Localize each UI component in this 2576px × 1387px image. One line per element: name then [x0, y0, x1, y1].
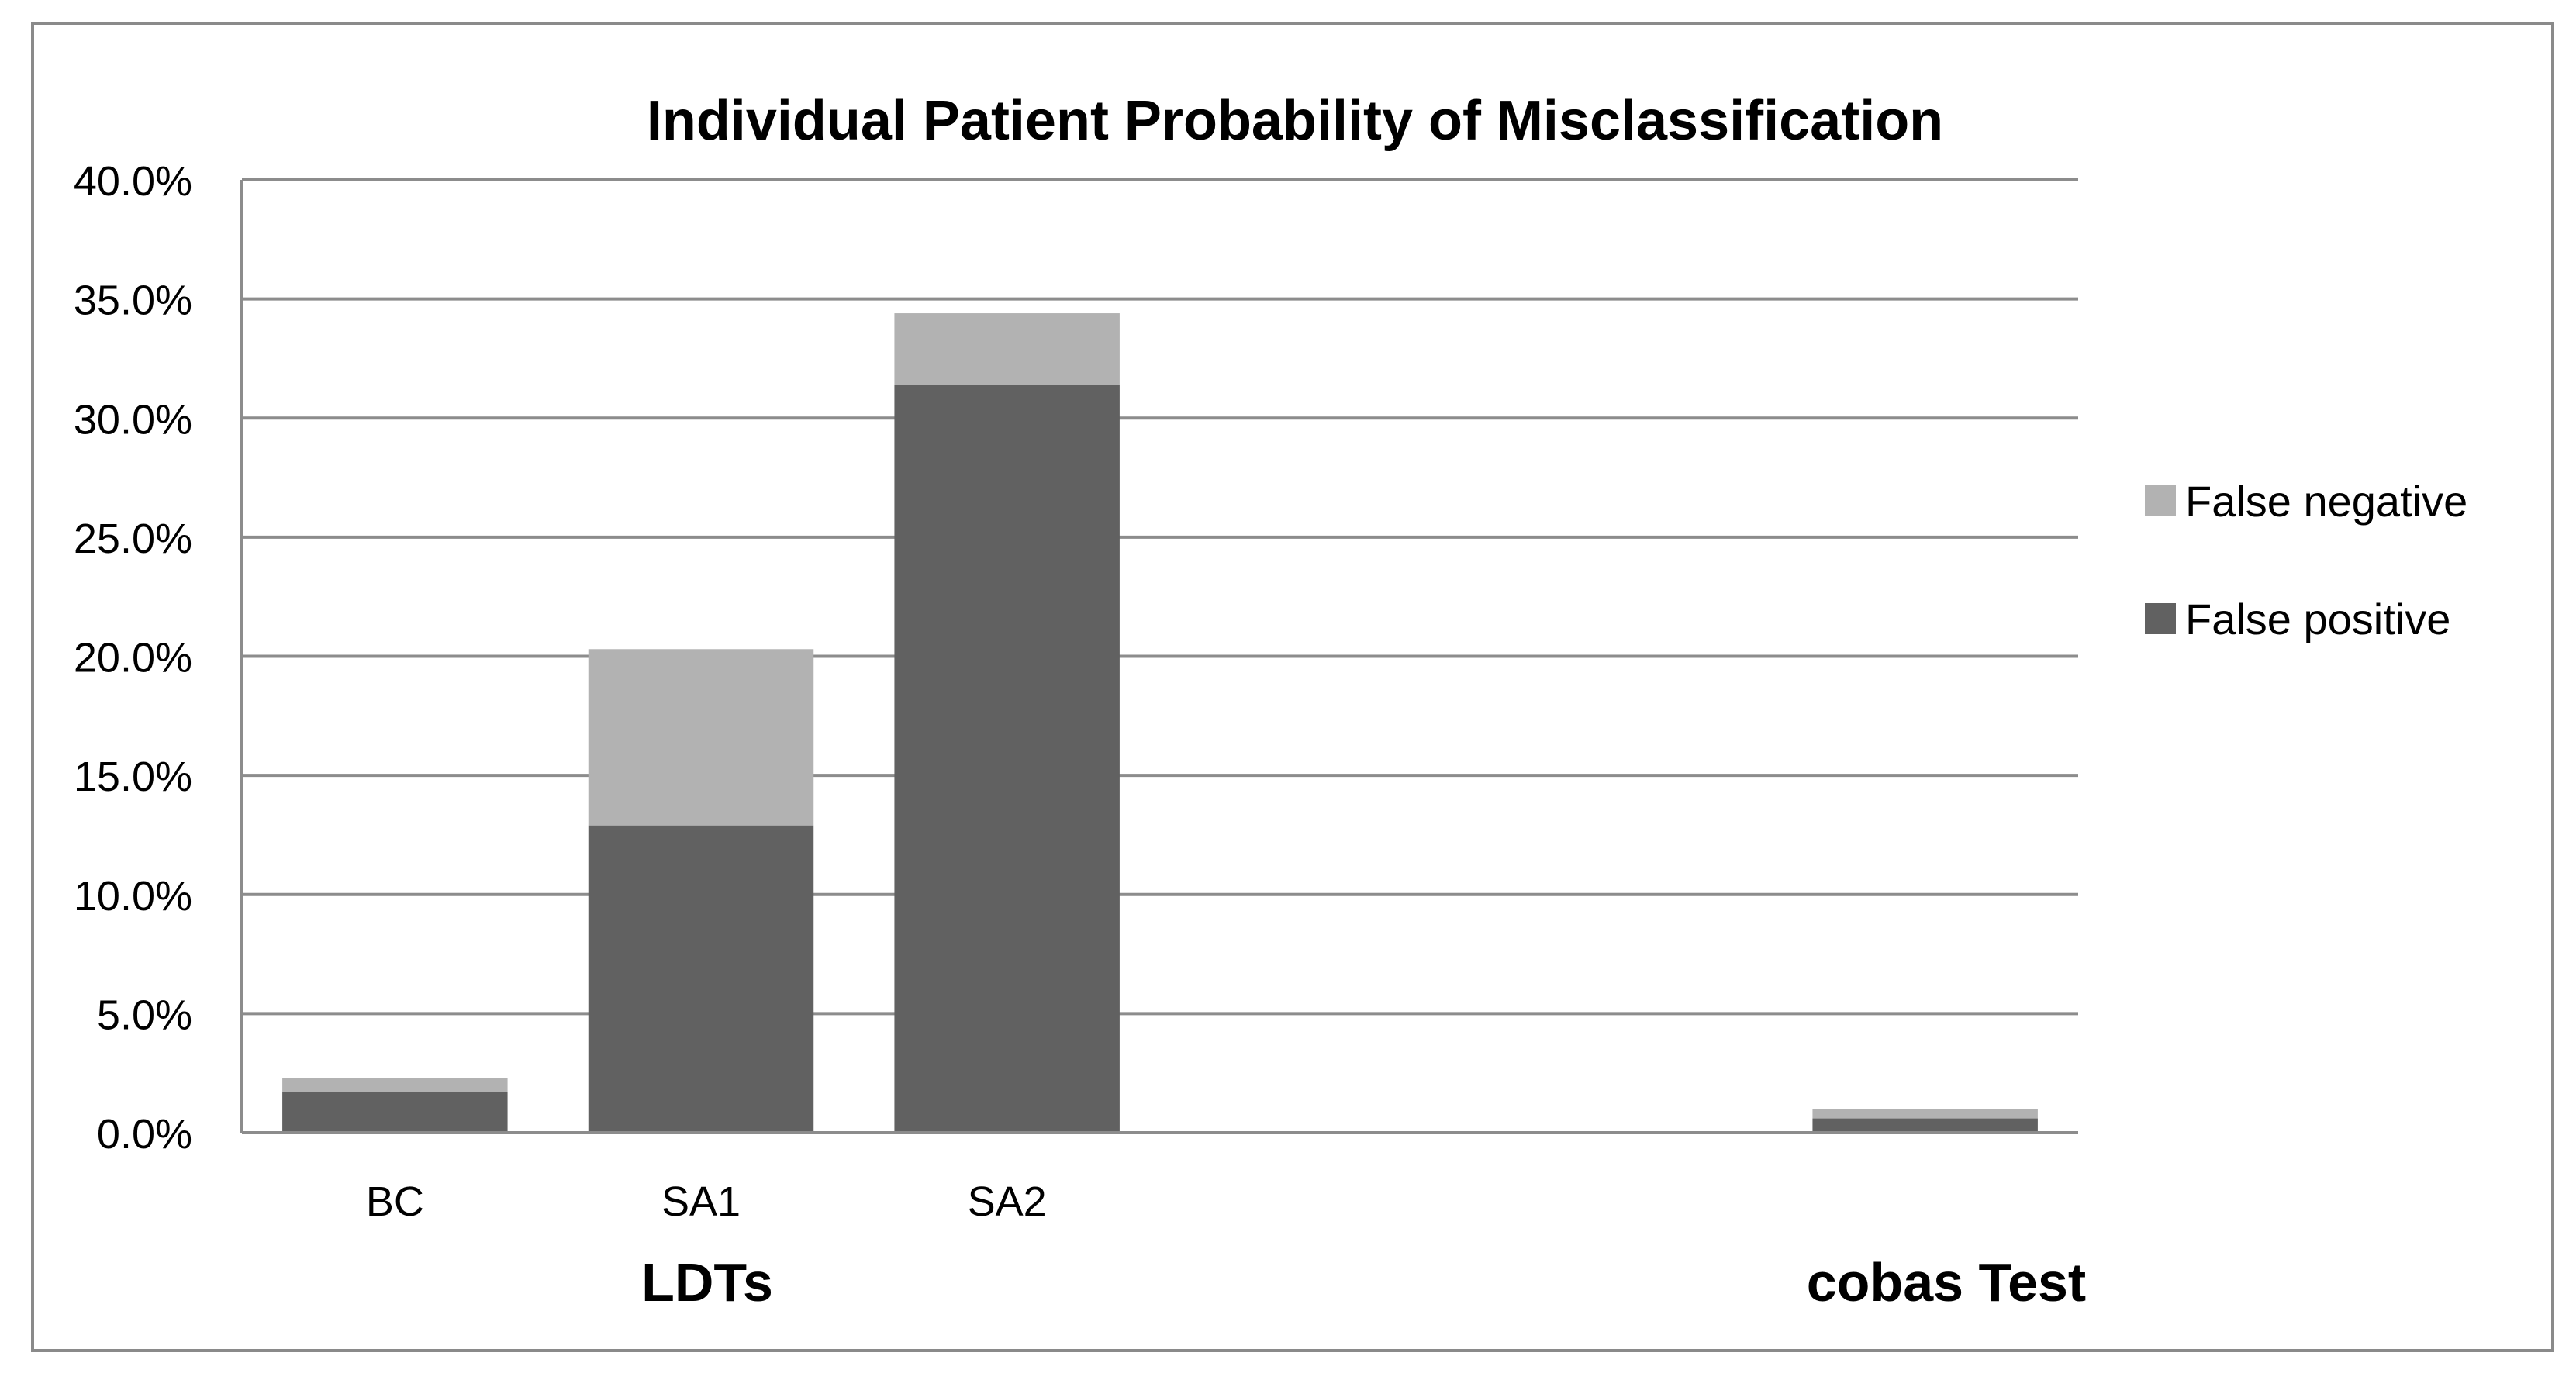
bar-false-positive	[282, 1092, 508, 1133]
y-tick-label: 5.0%	[97, 992, 192, 1038]
legend-label: False negative	[2185, 477, 2467, 526]
axes	[240, 180, 2078, 1134]
bar-false-negative	[588, 649, 814, 826]
legend-label: False positive	[2185, 595, 2450, 643]
bar-false-negative	[894, 313, 1120, 385]
y-tick-label: 25.0%	[74, 516, 192, 562]
y-tick-label: 30.0%	[74, 396, 192, 443]
x-group-label: cobas Test	[1807, 1252, 2087, 1313]
bar-false-negative	[1812, 1109, 2038, 1119]
bar-false-negative	[282, 1078, 508, 1092]
x-category-label: SA2	[968, 1178, 1047, 1225]
bar-false-positive	[894, 385, 1120, 1133]
y-tick-label: 10.0%	[74, 873, 192, 919]
legend: False negative False positive	[2145, 477, 2467, 643]
bars	[282, 313, 2038, 1133]
x-group-label: LDTs	[641, 1252, 773, 1313]
x-category-label: SA1	[661, 1178, 741, 1225]
y-tick-label: 20.0%	[74, 635, 192, 681]
chart-title: Individual Patient Probability of Miscla…	[647, 90, 1943, 152]
bar-false-positive	[1812, 1118, 2038, 1133]
chart-border	[31, 22, 2554, 1352]
gridlines	[242, 178, 2078, 1016]
y-tick-label: 35.0%	[74, 278, 192, 324]
y-tick-label: 0.0%	[97, 1111, 192, 1158]
y-tick-label: 15.0%	[74, 754, 192, 800]
bar-false-positive	[588, 825, 814, 1133]
x-category-label: BC	[366, 1178, 424, 1225]
labels: 0.0% 5.0% 10.0% 15.0% 20.0% 25.0% 30.0% 35.0% 40…	[74, 158, 2086, 1313]
legend-swatch	[2145, 485, 2176, 516]
legend-swatch	[2145, 603, 2176, 634]
y-tick-label: 40.0%	[74, 158, 192, 205]
